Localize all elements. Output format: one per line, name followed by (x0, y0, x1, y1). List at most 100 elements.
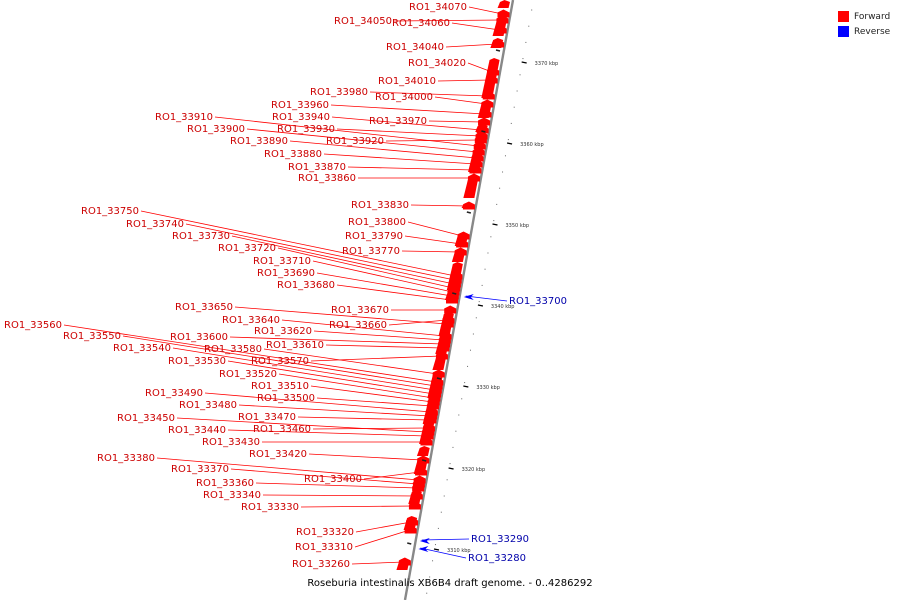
gene-label: RO1_33870 (288, 162, 346, 173)
leader-line (337, 285, 451, 300)
legend-forward: Forward (838, 9, 898, 24)
gene-label: RO1_33280 (468, 553, 526, 564)
leader-line (314, 331, 444, 340)
axis-tick-mark (434, 549, 439, 550)
gene-label: RO1_33330 (241, 502, 299, 513)
gene-label: RO1_33580 (204, 344, 262, 355)
gene-label: RO1_33340 (203, 490, 261, 501)
legend-reverse-label: Reverse (854, 27, 890, 37)
axis-tick-mark (522, 62, 527, 63)
gene-label: RO1_33730 (172, 231, 230, 242)
gene-feature (478, 118, 490, 126)
gene-label: RO1_34050 (334, 16, 392, 27)
gene-label: RO1_33890 (230, 136, 288, 147)
gene-label: RO1_33800 (348, 217, 406, 228)
leader-line (298, 417, 429, 420)
gene-label: RO1_33970 (369, 116, 427, 127)
gene-label: RO1_33650 (175, 302, 233, 313)
axis-tick-mark (478, 305, 483, 306)
axis-tick-label: 3360 kbp (520, 142, 544, 148)
leader-line (317, 398, 432, 406)
leader-line (386, 140, 480, 141)
gene-label: RO1_33640 (222, 315, 280, 326)
axis-tick-mark (493, 224, 498, 225)
gene-label: RO1_34020 (408, 58, 466, 69)
caption-organism: Roseburia intestinalis XB6B4 draft genom… (307, 578, 525, 589)
leader-line (389, 320, 447, 325)
genome-map: 3310 kbp3320 kbp3330 kbp3340 kbp3350 kbp… (0, 0, 900, 600)
gene-label: RO1_33290 (471, 534, 529, 545)
gene-label: RO1_33920 (326, 136, 384, 147)
gene-label: RO1_33930 (277, 124, 335, 135)
gene-label: RO1_33430 (202, 437, 260, 448)
gene-label: RO1_33680 (277, 280, 335, 291)
gene-block (417, 446, 430, 456)
legend: Forward Reverse (838, 9, 898, 39)
gene-label: RO1_33910 (155, 112, 213, 123)
leader-line (309, 454, 422, 460)
gene-label: RO1_34070 (409, 2, 467, 13)
leader-line (355, 530, 410, 547)
gene-labels: RO1_34070RO1_34050RO1_34060RO1_34040RO1_… (4, 2, 567, 570)
legend-reverse: Reverse (838, 24, 898, 39)
gene-label: RO1_33360 (196, 478, 254, 489)
gene-label: RO1_33980 (310, 87, 368, 98)
leader-line (452, 23, 500, 30)
gene-label: RO1_33690 (257, 268, 315, 279)
backbone-mark (467, 212, 471, 213)
gene-label: RO1_33750 (81, 206, 139, 217)
gene-label: RO1_33420 (249, 449, 307, 460)
axis-tick-mark (463, 386, 468, 387)
backbone-mark (422, 460, 426, 461)
gene-label: RO1_33460 (253, 424, 311, 435)
gene-label: RO1_33710 (253, 256, 311, 267)
gene-label: RO1_33310 (295, 542, 353, 553)
gene-label: RO1_33380 (97, 453, 155, 464)
leader-line (402, 251, 460, 252)
map-caption: Roseburia intestinalis XB6B4 draft genom… (0, 578, 900, 589)
gene-label: RO1_33740 (126, 219, 184, 230)
leader-line (405, 236, 461, 244)
leader-line (263, 495, 416, 496)
gene-label: RO1_33540 (113, 343, 171, 354)
leader-line (331, 105, 484, 114)
leader-line (429, 121, 483, 122)
axis-tick-label: 3320 kbp (462, 467, 486, 473)
gene-feature (444, 306, 456, 314)
leader-line (317, 273, 452, 296)
gene-label: RO1_33550 (63, 331, 121, 342)
axis-tick-mark (507, 143, 512, 144)
leader-line (301, 506, 414, 507)
gene-feature (468, 174, 480, 182)
forward-swatch (838, 11, 849, 22)
gene-label: RO1_33400 (304, 474, 362, 485)
gene-label: RO1_33670 (331, 305, 389, 316)
gene-label: RO1_33490 (145, 388, 203, 399)
leader-line (469, 7, 502, 14)
caption-range: - 0..4286292 (529, 578, 593, 589)
gene-label: RO1_34040 (386, 42, 444, 53)
leader-line (313, 428, 428, 429)
leader-line (438, 80, 491, 81)
gene-label: RO1_33440 (168, 425, 226, 436)
axis-tick-label: 3370 kbp (535, 61, 559, 67)
backbone-mark (496, 50, 500, 51)
gene-feature (433, 370, 445, 378)
gene-label: RO1_33470 (238, 412, 296, 423)
gene-label: RO1_33600 (170, 332, 228, 343)
gene-label: RO1_33700 (509, 296, 567, 307)
gene-label: RO1_33610 (266, 340, 324, 351)
gene-label: RO1_33880 (264, 149, 322, 160)
backbone-mark (407, 543, 411, 544)
gene-label: RO1_33830 (351, 200, 409, 211)
gene-label: RO1_33320 (296, 527, 354, 538)
gene-label: RO1_33860 (298, 173, 356, 184)
leader-line (408, 222, 463, 236)
gene-label: RO1_34010 (378, 76, 436, 87)
gene-feature (399, 558, 411, 566)
gene-feature (420, 538, 430, 544)
gene-label: RO1_33770 (342, 246, 400, 257)
backbone-mark (452, 293, 456, 294)
gene-label: RO1_33260 (292, 559, 350, 570)
gene-feature (455, 248, 467, 256)
